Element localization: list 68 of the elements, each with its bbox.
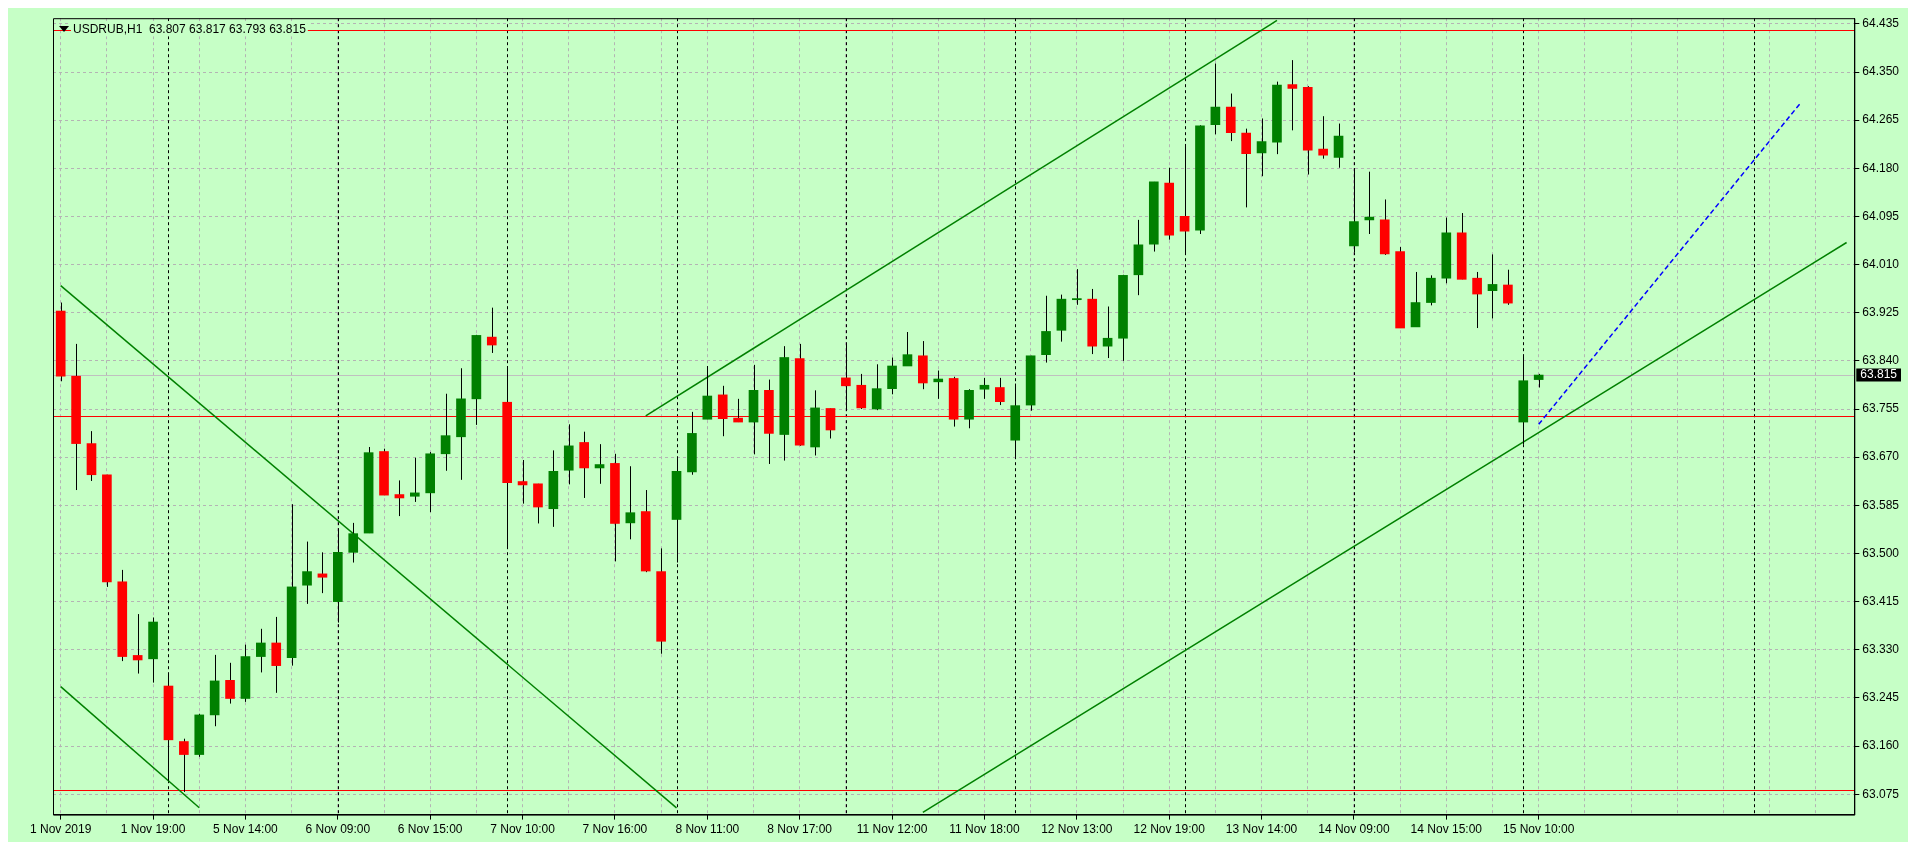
y-tick-label: 64.010 xyxy=(1862,256,1900,271)
x-tick-label: 14 Nov 09:00 xyxy=(1318,822,1390,837)
x-tick-label: 5 Nov 14:00 xyxy=(213,822,279,837)
candlestick xyxy=(902,331,913,367)
y-tick-label: 63.075 xyxy=(1862,786,1900,801)
candlestick xyxy=(348,522,359,564)
candlestick xyxy=(440,393,451,472)
x-tick-label: 12 Nov 19:00 xyxy=(1133,822,1206,837)
y-tick-label: 63.840 xyxy=(1862,353,1900,368)
y-tick-label: 63.160 xyxy=(1862,738,1900,753)
candlestick xyxy=(486,307,497,354)
x-tick-label: 11 Nov 12:00 xyxy=(856,822,928,837)
y-tick-label: 63.585 xyxy=(1862,497,1900,512)
chart-title: USDRUB,H1 63.807 63.817 63.793 63.815 xyxy=(73,21,307,36)
candlestick xyxy=(533,483,543,524)
y-tick-label: 63.500 xyxy=(1862,545,1900,560)
candlestick xyxy=(256,628,266,673)
x-tick-label: 12 Nov 13:00 xyxy=(1041,822,1113,837)
y-tick-label: 64.095 xyxy=(1862,208,1900,223)
candlestick xyxy=(317,551,328,594)
y-tick-label: 63.925 xyxy=(1862,305,1900,320)
x-tick-label: 14 Nov 15:00 xyxy=(1410,822,1483,837)
candlestick xyxy=(394,479,405,517)
y-tick-label: 64.180 xyxy=(1862,160,1900,175)
candlestick xyxy=(271,616,282,694)
candlestick xyxy=(594,443,605,485)
y-tick-label: 64.265 xyxy=(1862,112,1900,127)
candlestick xyxy=(302,541,312,605)
candlestick xyxy=(132,613,143,675)
x-tick-label: 6 Nov 09:00 xyxy=(305,822,371,837)
ref-line-label: 63.815 xyxy=(1860,367,1898,382)
candlestick xyxy=(1256,117,1267,177)
y-tick-label: 63.670 xyxy=(1862,449,1900,464)
candlestick xyxy=(995,377,1005,406)
x-tick-label: 8 Nov 17:00 xyxy=(767,822,833,837)
candlestick xyxy=(225,662,235,705)
candlestick xyxy=(1487,253,1498,319)
candlestick xyxy=(1318,115,1328,160)
x-tick-label: 6 Nov 15:00 xyxy=(397,822,463,837)
y-tick-label: 64.435 xyxy=(1862,16,1900,31)
x-tick-label: 11 Nov 18:00 xyxy=(949,822,1021,837)
candlestick xyxy=(871,363,882,411)
x-tick-label: 8 Nov 11:00 xyxy=(675,822,740,837)
candlestick xyxy=(1287,59,1298,131)
candlestick xyxy=(1503,269,1513,306)
candlestick xyxy=(1041,295,1051,364)
candlestick xyxy=(979,377,990,400)
candlestick xyxy=(517,459,528,505)
x-tick-label: 7 Nov 16:00 xyxy=(582,822,648,837)
y-tick-label: 63.330 xyxy=(1862,642,1900,657)
candlestick xyxy=(1210,63,1221,135)
candlestick xyxy=(409,457,420,503)
candlestick xyxy=(887,356,897,395)
candlestick xyxy=(1333,123,1344,169)
x-tick-label: 1 Nov 2019 xyxy=(30,822,92,837)
y-tick-label: 63.415 xyxy=(1862,593,1900,608)
x-tick-label: 1 Nov 19:00 xyxy=(120,822,186,837)
y-tick-label: 63.245 xyxy=(1862,690,1900,705)
candlestick xyxy=(1241,128,1251,208)
candlestick xyxy=(856,373,867,410)
candlestick xyxy=(1472,271,1482,329)
x-tick-label: 7 Nov 10:00 xyxy=(490,822,556,837)
candlestick xyxy=(1071,268,1082,306)
y-tick-label: 63.755 xyxy=(1862,401,1900,416)
candlestick xyxy=(625,465,636,540)
x-tick-label: 13 Nov 14:00 xyxy=(1225,822,1298,837)
y-tick-label: 64.350 xyxy=(1862,64,1900,79)
x-tick-label: 15 Nov 10:00 xyxy=(1502,822,1575,837)
